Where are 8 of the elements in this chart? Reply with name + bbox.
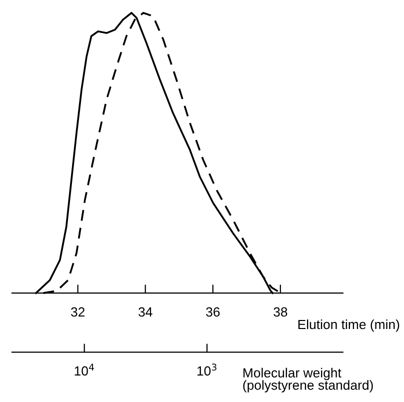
x-tick-label: 36 (206, 307, 220, 317)
x-tick-label: 34 (138, 307, 152, 317)
x2-tick-label: 10$^{4}$ (74, 364, 94, 376)
x-tick-label: 38 (274, 307, 288, 317)
x-tick-label: 32 (71, 307, 85, 317)
x-axis-title: Elution time (min) (298, 319, 400, 332)
x2-tick-label: 10$^{3}$ (197, 364, 216, 376)
x2-axis-title: Molecular weight (polystyrene standard) (243, 368, 373, 392)
